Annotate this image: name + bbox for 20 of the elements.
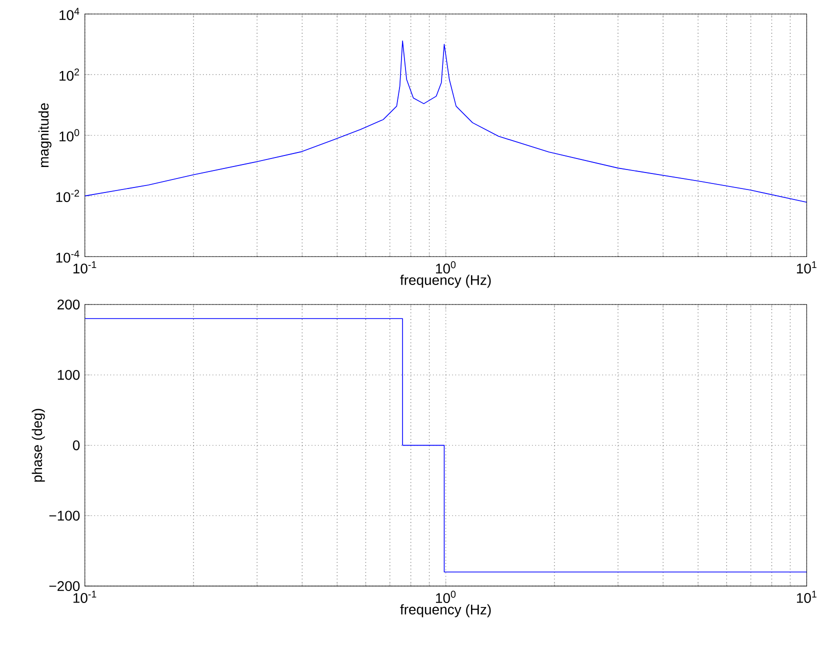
y-tick-label: 0 [72, 440, 80, 450]
y-axis-title: magnitude [38, 103, 52, 168]
y-tick-label: 10$^{0}$ [60, 129, 80, 142]
y-axis-title: phase (deg) [32, 408, 45, 482]
y-tick-label: 10$^{4}$ [60, 8, 80, 20]
y-tick-label: −100 [49, 510, 80, 521]
x-tick-label: 10$^{1}$ [796, 590, 816, 603]
x-axis-title: frequency (Hz) [400, 604, 491, 618]
x-tick-label: 10$^{-1}$ [73, 261, 96, 274]
y-tick-label: −200 [49, 581, 80, 592]
x-axis-title: frequency (Hz) [400, 274, 491, 288]
y-tick-label: 10$^{2}$ [60, 68, 80, 81]
x-tick-label: 10$^{1}$ [796, 261, 816, 274]
y-tick-label: 10$^{-4}$ [56, 250, 80, 263]
x-tick-label: 10$^{0}$ [436, 590, 456, 604]
x-tick-label: 10$^{-1}$ [73, 590, 96, 603]
y-tick-label: 10$^{-2}$ [56, 190, 80, 202]
x-tick-label: 10$^{0}$ [436, 261, 456, 274]
y-tick-label: 100 [58, 370, 80, 380]
y-tick-label: 200 [58, 300, 80, 310]
